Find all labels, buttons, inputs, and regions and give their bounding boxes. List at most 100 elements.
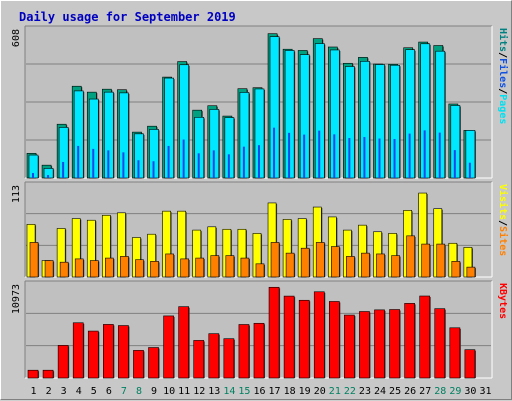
x-tick-label-15: 15 bbox=[238, 386, 250, 397]
bar-kbytes-21 bbox=[328, 301, 340, 379]
bar-kbytes-5 bbox=[87, 330, 99, 379]
series-label-visits: Visits bbox=[497, 184, 509, 220]
x-tick-label-21: 21 bbox=[329, 386, 341, 397]
x-tick-label-6: 6 bbox=[106, 386, 112, 397]
x-tick-label-16: 16 bbox=[253, 386, 265, 397]
bar-pages-19 bbox=[303, 134, 306, 178]
bar-kbytes-18 bbox=[283, 295, 295, 379]
x-tick-label-18: 18 bbox=[284, 386, 296, 397]
bar-kbytes-28 bbox=[434, 308, 446, 379]
bar-sites-29 bbox=[451, 261, 461, 278]
bar-sites-30 bbox=[466, 266, 476, 278]
right-series-label: Visits/Sites bbox=[497, 184, 509, 256]
bar-kbytes-29 bbox=[449, 327, 461, 379]
bar-kbytes-4 bbox=[72, 322, 84, 379]
series-label-sites: Sites bbox=[497, 226, 509, 256]
panel-visits-sites: 113 Visits/Sites bbox=[11, 181, 509, 278]
bar-sites-26 bbox=[406, 235, 415, 278]
bar-kbytes-1 bbox=[27, 369, 39, 379]
bar-kbytes-8 bbox=[133, 350, 144, 379]
bar-sites-10 bbox=[165, 253, 174, 278]
bar-pages-1 bbox=[32, 173, 34, 178]
bar-pages-13 bbox=[212, 150, 215, 178]
series-label-files: Files bbox=[497, 58, 509, 88]
series-label-kbytes: KBytes bbox=[497, 283, 508, 319]
right-series-label: Hits/Files/Pages bbox=[497, 28, 509, 124]
bar-sites-3 bbox=[59, 261, 69, 278]
bar-kbytes-2 bbox=[42, 369, 54, 379]
bar-pages-22 bbox=[348, 138, 351, 178]
label-separator: / bbox=[497, 220, 508, 226]
x-tick-label-19: 19 bbox=[299, 386, 311, 397]
bar-sites-25 bbox=[391, 255, 400, 278]
bar-kbytes-11 bbox=[178, 306, 190, 379]
bar-pages-10 bbox=[167, 145, 170, 178]
bar-kbytes-23 bbox=[359, 311, 370, 379]
bar-kbytes-3 bbox=[57, 345, 69, 379]
bar-pages-6 bbox=[107, 150, 110, 178]
x-tick-label-29: 29 bbox=[449, 386, 461, 397]
bar-sites-7 bbox=[120, 256, 129, 278]
bar-kbytes-14 bbox=[223, 338, 235, 379]
bar-kbytes-27 bbox=[419, 295, 431, 379]
bar-pages-20 bbox=[318, 130, 321, 178]
bar-kbytes-20 bbox=[313, 291, 325, 379]
bar-sites-27 bbox=[421, 243, 431, 278]
bar-sites-21 bbox=[330, 246, 340, 278]
x-tick-label-1: 1 bbox=[31, 386, 37, 397]
bar-sites-6 bbox=[105, 257, 114, 278]
bar-pages-26 bbox=[408, 133, 411, 178]
x-tick-label-23: 23 bbox=[359, 386, 371, 397]
bar-sites-5 bbox=[89, 260, 99, 278]
bar-sites-17 bbox=[270, 242, 280, 278]
x-tick-label-4: 4 bbox=[76, 386, 82, 397]
x-tick-label-20: 20 bbox=[314, 386, 326, 397]
bar-sites-13 bbox=[210, 255, 220, 278]
bar-pages-17 bbox=[273, 127, 276, 178]
bar-sites-8 bbox=[135, 259, 144, 278]
bar-pages-7 bbox=[122, 152, 125, 178]
x-tick-label-30: 30 bbox=[464, 386, 476, 397]
x-tick-label-10: 10 bbox=[163, 386, 175, 397]
bar-sites-1 bbox=[29, 242, 39, 278]
chart-title: Daily usage for September 2019 bbox=[19, 10, 236, 24]
bar-sites-18 bbox=[285, 252, 295, 278]
bar-pages-3 bbox=[62, 161, 65, 178]
bar-sites-15 bbox=[240, 257, 250, 278]
x-tick-label-26: 26 bbox=[404, 386, 416, 397]
bar-pages-27 bbox=[423, 130, 426, 178]
y-max-label: 113 bbox=[11, 185, 22, 203]
x-tick-label-2: 2 bbox=[46, 386, 52, 397]
bar-sites-11 bbox=[180, 258, 190, 278]
bar-kbytes-25 bbox=[389, 309, 400, 379]
x-tick-label-14: 14 bbox=[223, 386, 235, 397]
bar-sites-19 bbox=[300, 247, 310, 278]
bar-kbytes-17 bbox=[268, 286, 280, 379]
bar-kbytes-26 bbox=[404, 303, 415, 379]
bar-kbytes-10 bbox=[163, 315, 174, 379]
series-label-pages: Pages bbox=[497, 94, 508, 124]
x-tick-label-3: 3 bbox=[61, 386, 67, 397]
bar-pages-11 bbox=[182, 139, 185, 178]
bar-kbytes-19 bbox=[298, 299, 310, 379]
bar-kbytes-16 bbox=[253, 322, 265, 379]
x-tick-label-25: 25 bbox=[389, 386, 401, 397]
bar-sites-16 bbox=[255, 263, 265, 278]
label-separator: / bbox=[497, 52, 508, 58]
y-max-label: 10973 bbox=[11, 284, 22, 314]
x-axis: 1 2 3 4 5 6 7 8 9 10 11 12 13 14 15 16 17 18 19 20 21 22 23 24 2… bbox=[31, 386, 492, 397]
bar-sites-28 bbox=[436, 243, 446, 278]
series-label-hits: Hits bbox=[497, 28, 509, 52]
label-separator: / bbox=[497, 88, 508, 94]
bar-pages-30 bbox=[468, 162, 471, 178]
x-tick-label-11: 11 bbox=[178, 386, 190, 397]
panel-kbytes: 10973 KBytes bbox=[11, 280, 508, 379]
bar-pages-14 bbox=[227, 154, 230, 178]
x-tick-label-24: 24 bbox=[374, 386, 386, 397]
bar-sites-24 bbox=[376, 253, 385, 278]
bar-pages-23 bbox=[363, 137, 366, 178]
bar-pages-24 bbox=[378, 138, 381, 178]
